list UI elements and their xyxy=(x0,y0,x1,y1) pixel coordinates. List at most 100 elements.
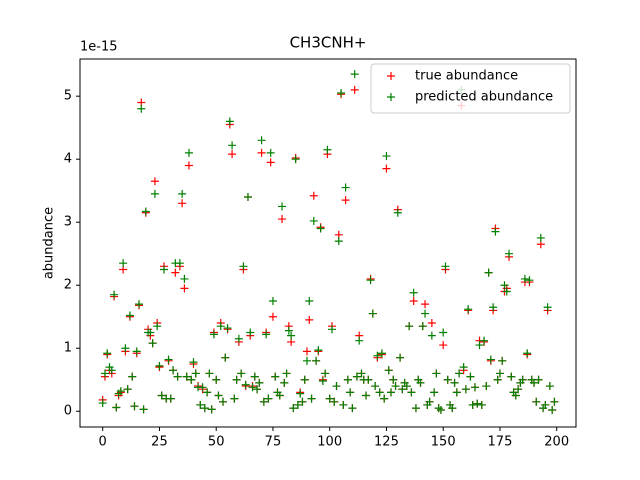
data-point xyxy=(436,405,445,414)
data-point xyxy=(243,193,252,201)
data-point xyxy=(119,259,128,268)
data-point xyxy=(166,394,175,403)
data-point xyxy=(214,391,223,400)
data-point xyxy=(135,300,144,309)
data-point xyxy=(309,216,318,225)
data-point xyxy=(330,397,339,406)
data-point xyxy=(237,369,246,378)
data-point xyxy=(248,383,257,392)
data-point xyxy=(250,372,259,381)
data-point xyxy=(221,353,230,362)
data-point xyxy=(212,375,221,384)
data-point xyxy=(150,189,159,198)
data-point xyxy=(187,375,196,384)
data-point xyxy=(207,405,216,414)
data-point xyxy=(441,262,450,271)
data-point xyxy=(375,388,384,397)
data-point xyxy=(386,388,395,397)
data-point xyxy=(507,372,516,381)
data-point xyxy=(180,274,189,283)
data-point xyxy=(421,300,430,309)
data-point xyxy=(230,394,239,403)
data-point xyxy=(139,405,148,414)
data-point xyxy=(398,385,407,394)
data-point xyxy=(184,148,193,157)
data-point xyxy=(339,400,348,409)
x-tick-label: 100 xyxy=(317,435,342,450)
data-point xyxy=(382,152,391,161)
x-tick-label: 200 xyxy=(544,435,569,450)
data-point xyxy=(178,199,187,208)
data-point xyxy=(98,399,107,408)
data-point xyxy=(377,349,386,358)
data-point xyxy=(455,369,464,378)
x-tick-label: 0 xyxy=(99,435,107,450)
data-point xyxy=(477,400,486,409)
data-point xyxy=(389,375,398,384)
data-point xyxy=(532,397,541,406)
data-point xyxy=(157,391,166,400)
data-point xyxy=(153,322,162,331)
data-point xyxy=(228,141,237,150)
data-point xyxy=(543,303,552,312)
data-point xyxy=(125,311,134,320)
data-point xyxy=(480,336,489,345)
data-point xyxy=(380,394,389,403)
data-point xyxy=(123,385,132,394)
data-point xyxy=(280,378,289,387)
data-point xyxy=(350,85,359,94)
data-point xyxy=(425,397,434,406)
data-point xyxy=(121,344,130,353)
data-point xyxy=(228,150,237,159)
data-point xyxy=(271,372,280,381)
data-point xyxy=(164,355,173,364)
data-point xyxy=(382,164,391,173)
data-point xyxy=(534,375,543,384)
y-offset-label: 1e-15 xyxy=(80,40,118,55)
legend-label: predicted abundance xyxy=(415,90,553,105)
data-point xyxy=(100,369,109,378)
data-point xyxy=(264,394,273,403)
x-tick-label: 150 xyxy=(431,435,456,450)
data-point xyxy=(178,189,187,198)
legend-box xyxy=(370,63,571,114)
data-point xyxy=(278,215,287,224)
y-tick-label: 3 xyxy=(64,215,72,230)
data-point xyxy=(266,158,275,167)
plot-frame xyxy=(79,58,577,428)
data-point xyxy=(346,388,355,397)
data-point xyxy=(450,378,459,387)
data-point xyxy=(473,399,482,408)
data-point xyxy=(348,404,357,413)
legend-marker xyxy=(387,93,395,101)
data-point xyxy=(439,341,448,350)
data-point xyxy=(159,265,168,274)
data-point xyxy=(287,331,296,340)
data-point xyxy=(466,372,475,381)
data-point xyxy=(268,312,277,321)
data-point xyxy=(486,355,495,364)
data-point xyxy=(430,388,439,397)
y-tick-label: 4 xyxy=(64,152,72,167)
data-point xyxy=(384,366,393,375)
data-point xyxy=(282,369,291,378)
data-point xyxy=(209,330,218,339)
data-point xyxy=(291,155,300,164)
data-point xyxy=(184,161,193,170)
data-point xyxy=(427,331,436,340)
data-point xyxy=(112,403,121,412)
data-point xyxy=(489,303,498,312)
data-point xyxy=(303,356,312,365)
data-point xyxy=(482,382,491,391)
data-point xyxy=(300,375,309,384)
data-point xyxy=(362,391,371,400)
data-point xyxy=(502,287,511,296)
data-point xyxy=(309,191,318,200)
data-point xyxy=(321,369,330,378)
data-point xyxy=(307,394,316,403)
data-point xyxy=(275,391,284,400)
data-point xyxy=(232,375,241,384)
data-point xyxy=(461,385,470,394)
data-point xyxy=(391,382,400,391)
data-point xyxy=(189,358,198,367)
